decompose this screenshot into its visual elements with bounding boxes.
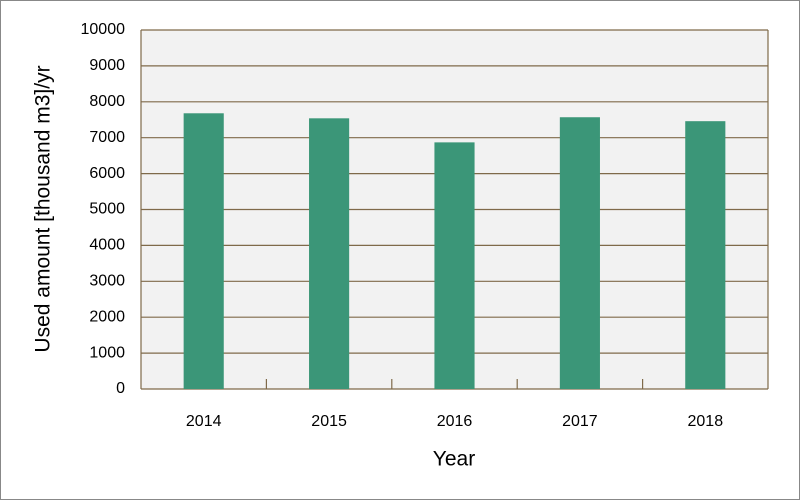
bar — [183, 113, 224, 390]
y-tick-label: 4000 — [89, 237, 125, 254]
bar — [309, 118, 350, 390]
x-tick-label: 2014 — [186, 413, 222, 430]
y-tick-label: 0 — [116, 380, 125, 397]
y-tick-label: 1000 — [89, 344, 125, 361]
y-tick-label: 5000 — [89, 201, 125, 218]
x-tick-label: 2015 — [311, 413, 347, 430]
y-tick-label: 7000 — [89, 129, 125, 146]
y-tick-label: 8000 — [89, 93, 125, 110]
x-tick-label: 2017 — [562, 413, 598, 430]
x-tick-label: 2016 — [437, 413, 473, 430]
bar — [434, 142, 475, 389]
x-tick-label: 2018 — [688, 413, 724, 430]
bar — [559, 117, 600, 389]
y-tick-label: 2000 — [89, 308, 125, 325]
x-axis-label: Year — [433, 448, 475, 471]
y-tick-label: 9000 — [89, 57, 125, 74]
y-tick-label: 3000 — [89, 273, 125, 290]
bar — [685, 121, 726, 389]
y-axis-label: Used amount [thousand m3]/yr — [32, 65, 55, 352]
y-tick-label: 10000 — [81, 21, 126, 38]
y-tick-label: 6000 — [89, 165, 125, 182]
